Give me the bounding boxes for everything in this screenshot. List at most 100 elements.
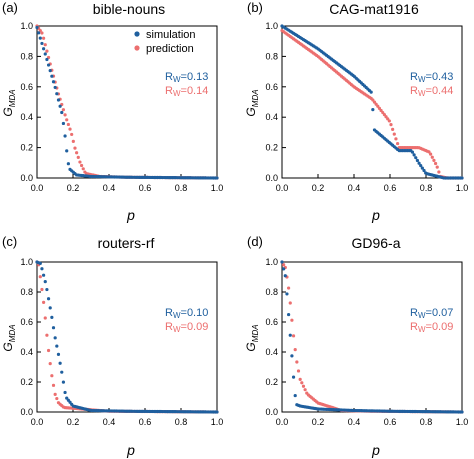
data-point-simulation [51,326,56,330]
legend-label-simulation: simulation [146,29,196,41]
data-point-simulation [38,261,42,265]
data-point-prediction [79,163,84,168]
panel-label: (d) [247,234,263,249]
data-point-prediction [433,161,438,166]
x-tick-label: 0.4 [103,417,116,427]
data-point-simulation [37,31,41,35]
panel-a: 0.0 0.2 0.4 0.6 0.8 1.00.00.20.40.60.81.0(a) b… [1,0,223,223]
data-point-simulation [419,164,423,168]
data-point-prediction [43,43,47,47]
data-point-prediction [282,263,286,267]
data-point-simulation [293,393,297,398]
data-point-prediction [51,383,56,387]
data-point-simulation [282,267,286,271]
y-tick-label: 0.2 [265,377,278,387]
data-point-simulation [280,260,284,264]
y-tick-label: 0.6 [265,82,278,92]
x-tick-label: 0.2 [312,183,325,193]
data-point-simulation [42,273,46,277]
data-point-prediction [290,318,294,322]
data-point-simulation [56,98,61,102]
rw-annotation-prediction: RW=0.09 [410,321,453,334]
panel-b: 0.0 0.2 0.4 0.6 0.8 1.00.00.20.40.60.81.0(b) C… [244,0,468,223]
x-tick-label: 0.8 [175,417,188,427]
data-point-prediction [435,165,439,169]
data-point-prediction [43,316,47,320]
data-point-simulation [417,161,421,165]
data-point-simulation [51,80,56,84]
data-point-prediction [437,170,441,174]
data-point-prediction [291,334,296,338]
data-point-prediction [387,119,391,123]
data-point-simulation [287,312,291,317]
x-tick-label: 0.4 [348,183,361,193]
data-point-simulation [460,176,464,180]
data-point-prediction [427,150,431,154]
x-axis-label: p [126,442,135,458]
data-point-simulation [45,287,49,292]
data-point-prediction [48,361,52,366]
y-tick-label: 1.0 [20,21,33,31]
x-tick-label: 0.0 [31,417,44,427]
y-tick-label: 1.0 [265,21,278,31]
data-point-prediction [295,360,299,364]
data-point-simulation [53,85,57,90]
x-tick-label: 0.6 [384,183,397,193]
data-point-prediction [38,275,42,279]
data-point-simulation [215,176,219,180]
y-tick-label: 0.0 [265,407,278,417]
data-point-prediction [42,36,46,40]
x-tick-label: 0.6 [384,417,397,427]
data-point-prediction [287,286,291,290]
data-point-prediction [70,132,74,137]
data-point-simulation [55,92,59,96]
data-point-simulation [56,352,61,356]
x-tick-label: 1.0 [456,417,469,427]
x-tick-label: 1.0 [456,183,469,193]
y-tick-label: 0.4 [20,347,33,357]
x-axis-label: p [371,442,380,458]
data-point-prediction [38,29,42,33]
data-point-prediction [293,347,297,352]
data-point-simulation [58,361,62,365]
data-point-prediction [78,160,82,164]
panel-c: 0.0 0.2 0.4 0.6 0.8 1.00.00.20.40.60.81.0(c) r… [1,234,223,458]
data-point-simulation [283,274,287,278]
data-point-prediction [45,333,49,337]
data-point-prediction [396,141,400,146]
data-point-prediction [430,155,434,159]
data-point-prediction [391,127,395,131]
data-point-simulation [415,158,420,163]
x-tick-label: 0.8 [420,183,433,193]
data-point-prediction [296,369,301,373]
data-point-simulation [420,166,424,170]
data-point-prediction [61,108,66,112]
data-point-simulation [65,149,69,153]
rw-annotation-simulation: RW=0.10 [165,307,208,320]
data-point-prediction [288,301,292,305]
data-point-simulation [40,41,44,46]
data-point-simulation [50,74,54,78]
y-axis-label: GMDA [1,324,17,351]
data-point-simulation [53,336,57,340]
data-point-prediction [63,113,67,117]
y-tick-label: 1.0 [20,257,33,267]
data-point-simulation [46,297,51,301]
data-point-simulation [422,168,426,173]
data-point-simulation [290,354,294,358]
data-point-prediction [75,151,79,155]
legend-label-prediction: prediction [146,43,194,55]
data-point-prediction [392,132,396,136]
data-point-prediction [81,167,85,171]
data-point-prediction [389,123,393,127]
y-tick-label: 0.0 [20,407,33,417]
rw-annotation-prediction: RW=0.44 [410,85,453,98]
data-point-prediction [394,137,398,141]
x-tick-label: 0.2 [312,417,325,427]
data-point-simulation [35,25,39,30]
y-tick-label: 0.6 [20,317,33,327]
x-tick-label: 0.6 [139,417,152,427]
data-point-simulation [66,162,70,166]
y-axis-label: GMDA [1,89,17,116]
